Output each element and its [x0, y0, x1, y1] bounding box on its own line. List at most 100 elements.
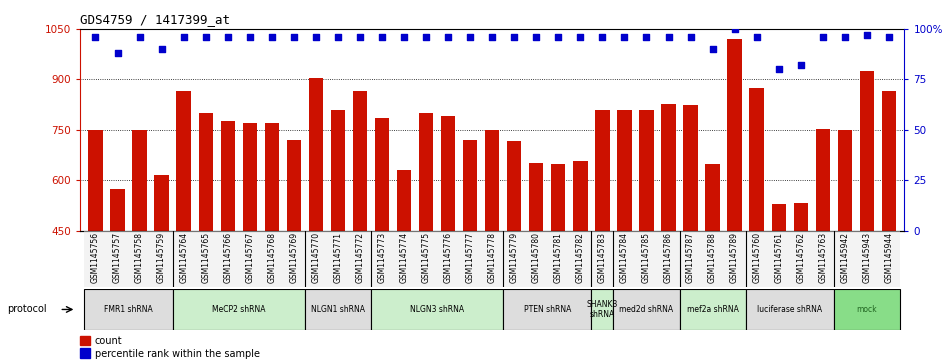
Point — [727, 26, 742, 32]
Point — [375, 34, 390, 40]
Text: luciferase shRNA: luciferase shRNA — [757, 305, 822, 314]
Text: GSM1145773: GSM1145773 — [378, 232, 386, 283]
Point — [882, 34, 897, 40]
Bar — [220, 121, 235, 363]
Bar — [640, 110, 654, 363]
Bar — [393, 231, 415, 287]
Bar — [551, 164, 565, 363]
Bar — [789, 231, 812, 287]
Text: GSM1145767: GSM1145767 — [245, 232, 254, 283]
Bar — [636, 231, 658, 287]
Text: GSM1145759: GSM1145759 — [157, 232, 166, 283]
Bar — [441, 116, 455, 363]
Text: PTEN shRNA: PTEN shRNA — [524, 305, 571, 314]
Point — [176, 34, 191, 40]
Text: NLGN3 shRNA: NLGN3 shRNA — [410, 305, 464, 314]
Bar — [746, 289, 834, 330]
Bar — [481, 231, 503, 287]
Bar — [419, 113, 433, 363]
Text: GSM1145776: GSM1145776 — [444, 232, 452, 283]
Point — [154, 46, 170, 52]
Bar — [437, 231, 459, 287]
Bar — [128, 231, 151, 287]
Bar — [658, 231, 679, 287]
Bar — [526, 231, 547, 287]
Text: GDS4759 / 1417399_at: GDS4759 / 1417399_at — [80, 13, 230, 26]
Bar — [154, 175, 169, 363]
Bar — [327, 231, 349, 287]
Bar — [371, 231, 393, 287]
Text: GSM1145784: GSM1145784 — [620, 232, 629, 283]
Text: GSM1145766: GSM1145766 — [223, 232, 233, 283]
Bar — [793, 203, 808, 363]
Bar — [238, 231, 261, 287]
Bar — [507, 140, 521, 363]
Text: GSM1145779: GSM1145779 — [510, 232, 519, 283]
Point — [441, 34, 456, 40]
Text: GSM1145761: GSM1145761 — [774, 232, 783, 283]
Bar — [349, 231, 371, 287]
Text: percentile rank within the sample: percentile rank within the sample — [95, 349, 260, 359]
Bar — [371, 289, 503, 330]
Bar — [415, 231, 437, 287]
Text: GSM1145768: GSM1145768 — [268, 232, 276, 283]
Bar — [595, 110, 609, 363]
Text: GSM1145781: GSM1145781 — [554, 232, 562, 282]
Text: GSM1145789: GSM1145789 — [730, 232, 739, 283]
Bar — [85, 231, 106, 287]
Point — [132, 34, 147, 40]
Point — [594, 34, 609, 40]
Point — [352, 34, 367, 40]
Bar — [613, 231, 636, 287]
Point — [507, 34, 522, 40]
Bar — [592, 289, 613, 330]
Text: GSM1145777: GSM1145777 — [465, 232, 475, 283]
Bar — [837, 130, 852, 363]
Point — [242, 34, 257, 40]
Text: NLGN1 shRNA: NLGN1 shRNA — [311, 305, 365, 314]
Point — [551, 34, 566, 40]
Bar — [882, 91, 896, 363]
Point — [198, 34, 213, 40]
Bar — [834, 289, 900, 330]
Text: GSM1145775: GSM1145775 — [422, 232, 430, 283]
Bar — [750, 88, 764, 363]
Text: mock: mock — [856, 305, 877, 314]
Bar — [265, 123, 279, 363]
Bar — [195, 231, 217, 287]
Bar — [172, 289, 305, 330]
Point — [639, 34, 654, 40]
Bar — [878, 231, 900, 287]
Text: GSM1145787: GSM1145787 — [686, 232, 695, 283]
Bar — [771, 204, 786, 363]
Bar — [834, 231, 856, 287]
Text: SHANK3
shRNA: SHANK3 shRNA — [587, 300, 618, 319]
Bar — [679, 231, 702, 287]
Point — [88, 34, 103, 40]
Point — [286, 34, 301, 40]
Bar — [569, 231, 592, 287]
Point — [484, 34, 499, 40]
Bar — [746, 231, 768, 287]
Bar — [305, 231, 327, 287]
Point — [815, 34, 830, 40]
Bar — [459, 231, 481, 287]
Bar — [503, 231, 526, 287]
Bar — [106, 231, 128, 287]
Point — [308, 34, 323, 40]
Text: GSM1145758: GSM1145758 — [135, 232, 144, 283]
Bar — [860, 71, 874, 363]
Point — [749, 34, 764, 40]
Bar — [592, 231, 613, 287]
Text: GSM1145760: GSM1145760 — [752, 232, 761, 283]
Bar — [812, 231, 834, 287]
Bar — [661, 103, 675, 363]
Text: count: count — [95, 336, 122, 346]
Text: GSM1145780: GSM1145780 — [532, 232, 541, 283]
Text: GSM1145764: GSM1145764 — [179, 232, 188, 283]
Bar — [617, 110, 631, 363]
Text: GSM1145771: GSM1145771 — [333, 232, 343, 283]
Bar — [503, 289, 592, 330]
Bar — [353, 91, 367, 363]
Bar — [816, 129, 830, 363]
